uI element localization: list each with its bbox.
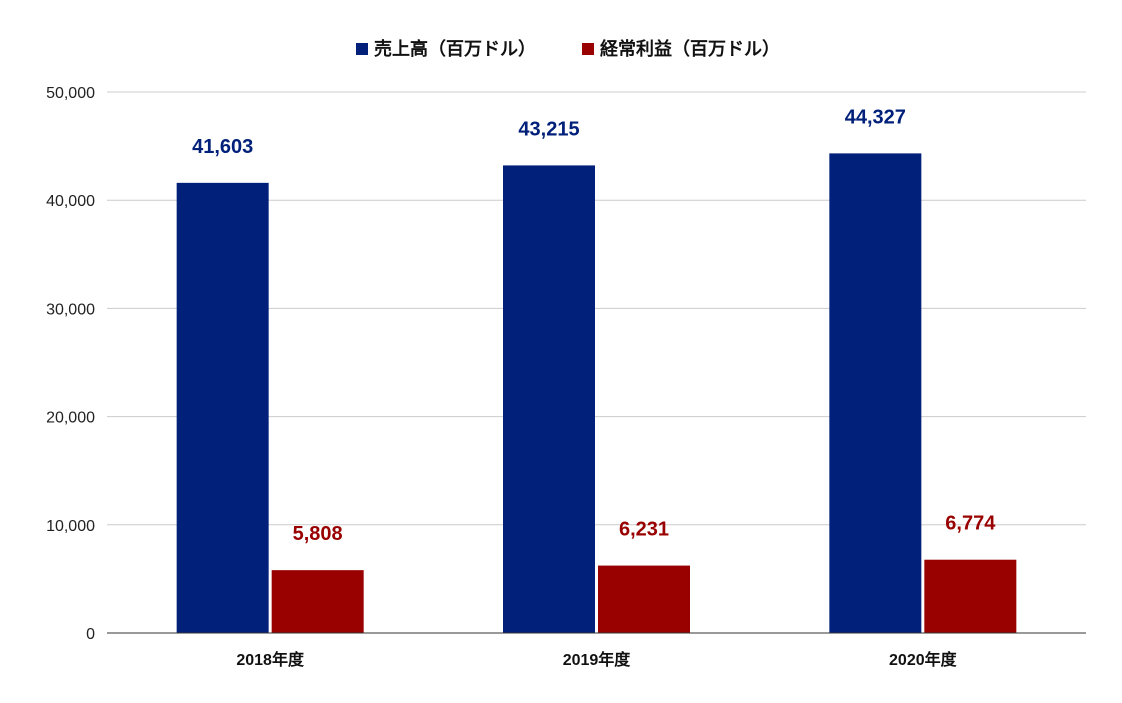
legend-swatch-ordinary-profit <box>582 43 594 55</box>
data-label: 6,231 <box>619 519 669 541</box>
legend-swatch-sales <box>356 43 368 55</box>
bar-sales <box>503 165 595 633</box>
y-tick-label: 40,000 <box>46 193 95 210</box>
data-labels: 41,603 5,808 43,215 6,231 44,327 6,774 <box>192 106 996 545</box>
x-tick-label: 2018年度 <box>236 650 305 669</box>
y-tick-label: 10,000 <box>46 518 95 535</box>
legend-label-sales: 売上高（百万ドル） <box>374 38 536 59</box>
data-label: 41,603 <box>192 136 253 158</box>
x-tick-label: 2020年度 <box>889 650 958 669</box>
legend: 売上高（百万ドル） 経常利益（百万ドル） <box>356 38 780 59</box>
x-tick-label: 2019年度 <box>563 650 632 669</box>
gridlines <box>107 91 1086 526</box>
y-tick-label: 0 <box>86 626 95 643</box>
y-axis: 0 10,000 20,000 30,000 40,000 50,000 <box>46 85 95 643</box>
y-tick-label: 30,000 <box>46 301 95 318</box>
data-label: 43,215 <box>518 118 579 140</box>
bar-ordinary-profit <box>271 570 364 633</box>
legend-label-ordinary-profit: 経常利益（百万ドル） <box>600 38 780 59</box>
bar-sales <box>176 182 269 634</box>
bar-ordinary-profit <box>924 559 1017 633</box>
y-tick-label: 20,000 <box>46 410 95 427</box>
data-label: 6,774 <box>945 513 996 535</box>
bar-ordinary-profit <box>598 565 690 633</box>
data-label: 5,808 <box>293 523 343 545</box>
bars <box>176 153 1017 634</box>
y-tick-label: 50,000 <box>46 85 95 102</box>
data-label: 44,327 <box>845 106 906 128</box>
bar-sales <box>829 153 922 633</box>
x-axis: 2018年度 2019年度 2020年度 <box>107 632 1086 669</box>
